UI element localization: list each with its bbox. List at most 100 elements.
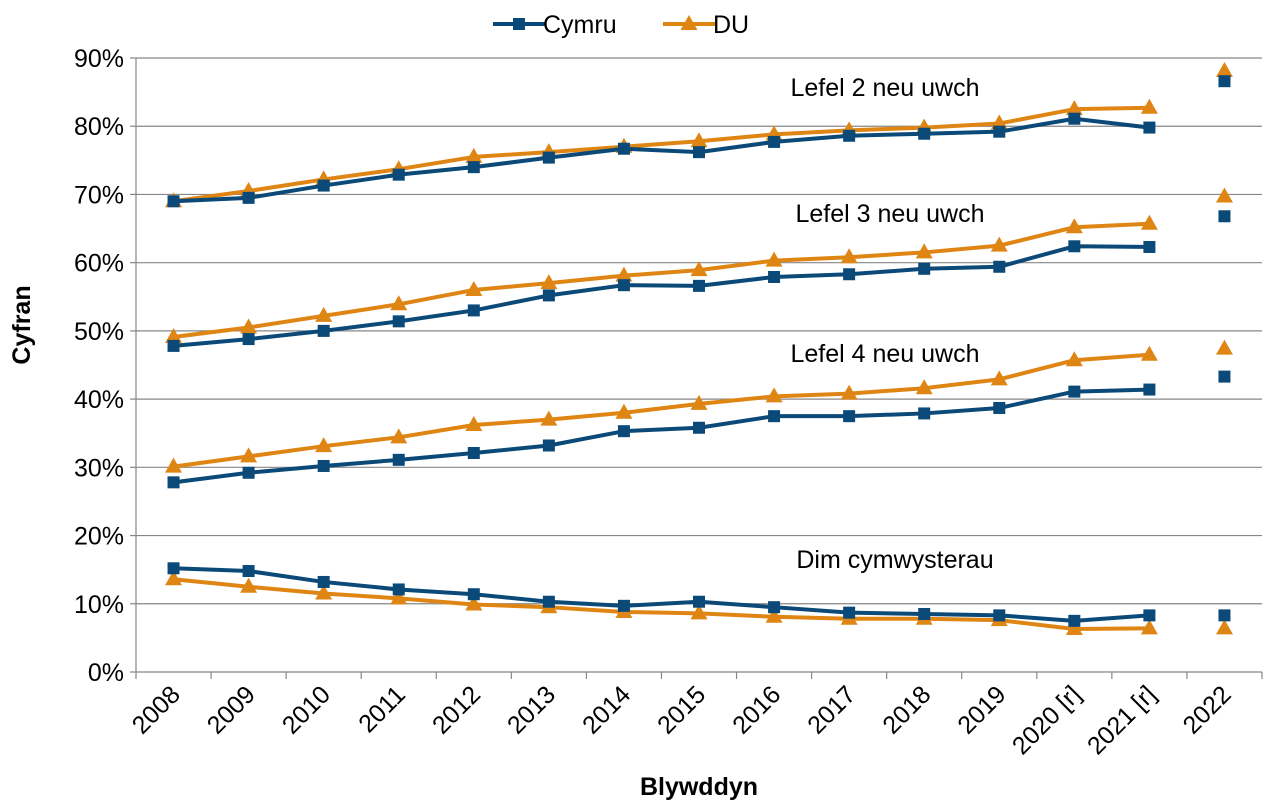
y-tick-label: 70% <box>74 181 124 209</box>
data-point-du <box>765 387 783 403</box>
series-cymru <box>167 210 1231 352</box>
x-tick-label: 2013 <box>502 680 561 739</box>
data-point-cymru <box>617 425 630 438</box>
legend-item-du: DU <box>663 11 749 39</box>
data-point-cymru <box>167 476 180 489</box>
data-point-cymru <box>317 575 330 588</box>
y-tick-label: 10% <box>74 591 124 619</box>
data-point-cymru <box>993 401 1006 414</box>
data-point-cymru <box>392 315 405 328</box>
x-tick-label: 2008 <box>127 680 186 739</box>
legend-marker-cymru <box>513 18 525 30</box>
data-point-du <box>1215 619 1233 635</box>
y-axis-title: Cyfran <box>8 285 36 364</box>
data-point-cymru <box>1068 112 1081 125</box>
y-tick-label: 40% <box>74 386 124 414</box>
data-point-du <box>1140 619 1158 635</box>
data-point-du <box>540 274 558 290</box>
data-point-cymru <box>242 565 255 578</box>
data-point-du <box>240 577 258 593</box>
data-point-cymru <box>467 447 480 460</box>
data-point-du <box>690 132 708 148</box>
data-point-du <box>315 584 333 600</box>
legend: Cymru DU <box>493 11 749 39</box>
x-axis-title: Blywddyn <box>640 773 758 801</box>
data-point-cymru <box>918 262 931 275</box>
series-cymru <box>167 370 1231 489</box>
group-label: Lefel 3 neu uwch <box>795 200 984 228</box>
data-point-cymru <box>768 135 781 148</box>
series-line-du <box>173 352 1150 469</box>
data-point-du <box>615 403 633 419</box>
data-point-cymru <box>993 125 1006 138</box>
data-point-cymru <box>693 146 705 159</box>
data-point-cymru <box>317 179 330 192</box>
series-line-du <box>173 105 1150 204</box>
data-point-cymru <box>993 609 1006 622</box>
data-point-du <box>1065 100 1083 116</box>
data-point-cymru <box>617 279 630 292</box>
data-point-cymru <box>167 339 180 352</box>
y-tick-label: 60% <box>74 250 124 278</box>
data-point-cymru <box>467 588 480 601</box>
data-point-cymru <box>768 410 781 423</box>
x-tick-label: 2010 <box>277 680 336 739</box>
data-point-du <box>165 328 183 344</box>
x-tick-label: 2015 <box>652 680 711 739</box>
data-point-du <box>165 457 183 473</box>
series-du <box>165 339 1233 473</box>
data-point-du <box>690 261 708 277</box>
data-point-du <box>615 266 633 282</box>
data-point-du <box>1065 620 1083 636</box>
data-point-cymru <box>242 333 255 346</box>
data-point-cymru <box>768 270 781 283</box>
data-point-du <box>390 295 408 311</box>
data-point-du <box>1215 187 1233 203</box>
data-point-cymru <box>467 161 480 174</box>
data-point-du <box>840 248 858 264</box>
group-label: Lefel 2 neu uwch <box>790 74 979 102</box>
series-line-du <box>173 577 1150 632</box>
y-tick-label: 0% <box>88 659 124 687</box>
data-point-cymru <box>1068 385 1081 398</box>
x-tick-label: 2011 <box>353 680 411 738</box>
series-cymru <box>167 75 1231 208</box>
data-point-cymru <box>1218 75 1231 88</box>
data-point-cymru <box>918 127 931 140</box>
data-point-du <box>765 251 783 267</box>
data-point-du <box>990 370 1008 386</box>
data-point-du <box>465 147 483 163</box>
data-point-du <box>315 306 333 322</box>
x-tick-label: 2020 [r] <box>1007 680 1087 760</box>
data-point-du <box>1215 61 1233 77</box>
data-point-cymru <box>542 289 555 302</box>
legend-label: Cymru <box>543 11 617 39</box>
data-point-du <box>315 437 333 453</box>
data-point-du <box>1140 345 1158 361</box>
data-point-cymru <box>242 191 255 204</box>
series-line-cymru <box>173 387 1150 485</box>
data-point-du <box>765 607 783 623</box>
data-point-cymru <box>843 606 856 619</box>
data-point-cymru <box>918 407 931 420</box>
y-tick-label: 80% <box>74 113 124 141</box>
data-point-cymru <box>693 421 705 434</box>
data-point-du <box>540 410 558 426</box>
data-point-cymru <box>617 142 630 155</box>
y-tick-label: 30% <box>74 454 124 482</box>
data-point-du <box>240 447 258 463</box>
data-point-cymru <box>392 168 405 181</box>
data-point-du <box>1215 339 1233 355</box>
data-point-cymru <box>1068 614 1081 627</box>
data-point-cymru <box>1143 383 1156 396</box>
x-tick-label: 2021 [r] <box>1082 680 1162 760</box>
series-line-cymru <box>173 566 1150 623</box>
x-tick-label: 2017 <box>802 680 861 739</box>
series <box>165 61 1233 636</box>
series-line-cymru <box>173 244 1150 348</box>
data-point-cymru <box>317 324 330 337</box>
y-tick-label: 20% <box>74 523 124 551</box>
x-tick-label: 2009 <box>202 680 261 739</box>
